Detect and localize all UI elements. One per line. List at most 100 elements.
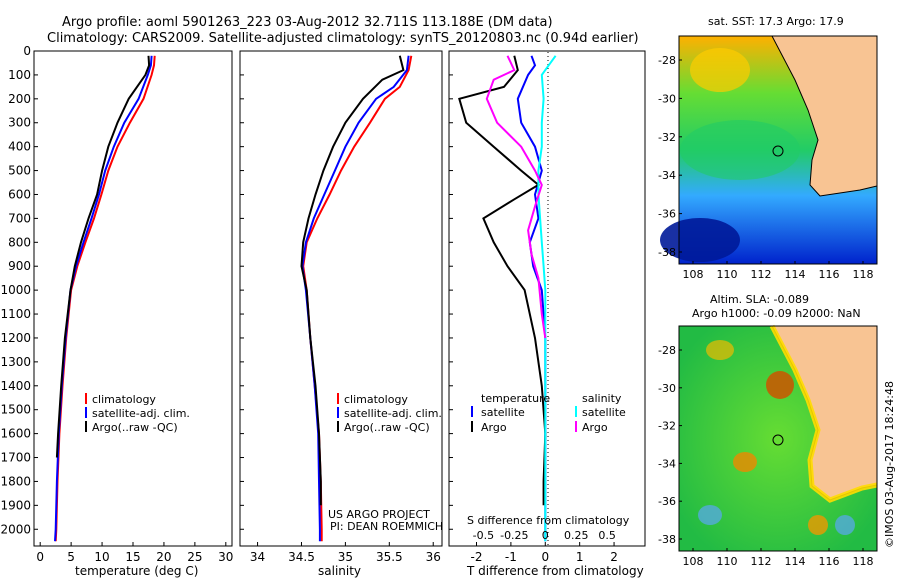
diff-xtick-label: 1: [576, 550, 584, 564]
pi-annotation: PI: DEAN ROEMMICH: [330, 520, 443, 533]
temp-xtick-label: 0: [36, 550, 44, 564]
project-annotation: US ARGO PROJECT: [328, 508, 430, 521]
sal-series-1: [301, 55, 410, 542]
map-ytick-label: -34: [658, 457, 676, 470]
depth-tick-label: 900: [8, 259, 31, 273]
sla-orange-patch-4: [808, 515, 828, 535]
diff-legend-t-argo: Argo: [481, 421, 507, 434]
sst-warm-patch: [690, 48, 750, 92]
map-xtick-label: 116: [819, 268, 840, 281]
map-ytick-label: -30: [658, 382, 676, 395]
sal-legend-climatology: climatology: [344, 393, 408, 406]
diff-series-1: [458, 55, 547, 506]
map-xtick-label: 114: [785, 268, 806, 281]
sal-xtick-label: 36: [426, 550, 441, 564]
t-difference-label: T difference from climatology: [466, 564, 644, 578]
depth-tick-label: 1500: [0, 403, 31, 417]
map-xtick-label: 112: [751, 555, 772, 568]
depth-tick-label: 2000: [0, 522, 31, 536]
depth-tick-label: 300: [8, 116, 31, 130]
depth-tick-label: 1200: [0, 331, 31, 345]
diff-xtick-label: 2: [610, 550, 618, 564]
difference-axes-box: [448, 50, 646, 547]
diff-series-2: [537, 55, 557, 542]
map-ytick-label: -32: [658, 420, 676, 433]
temperature-marks: 0 5 10 15 20 25 300100200300400500600700800900…: [0, 44, 233, 564]
map-ytick-label: -38: [658, 533, 676, 546]
sla-argo-location-marker: [772, 434, 784, 446]
temperature-panel: 0 5 10 15 20 25 300100200300400500600700800900…: [0, 44, 233, 578]
depth-tick-label: 1000: [0, 283, 31, 297]
sla-map-subtitle: Argo h1000: -0.09 h2000: NaN: [692, 307, 861, 320]
map-xtick-label: 110: [717, 268, 738, 281]
sla-map: Altim. SLA: -0.089 Argo h1000: -0.09 h20…: [658, 293, 878, 568]
figure-title-line1: Argo profile: aoml 5901263_223 03-Aug-20…: [62, 15, 553, 30]
depth-tick-label: 800: [8, 235, 31, 249]
sla-coastal-band: [769, 324, 878, 503]
map-ytick-label: -38: [658, 246, 676, 259]
diff-legend-s-satellite: satellite: [582, 406, 626, 419]
sla-blue-patch-1: [698, 505, 722, 525]
salinity-xlabel: salinity: [318, 564, 361, 578]
sst-argo-location-marker: [772, 145, 784, 157]
sla-blue-patch-2: [835, 515, 855, 535]
sal-series-2: [300, 55, 405, 506]
sal-xtick-label: 35.5: [376, 550, 403, 564]
sla-orange-patch-3: [706, 340, 734, 360]
salinity-marks: 34 34.5 35 35.5 36: [240, 50, 441, 564]
temp-legend-satellite: satellite-adj. clim.: [92, 407, 190, 420]
sla-orange-patch-1: [766, 371, 794, 399]
sst-cold-patch: [660, 218, 740, 262]
temp-xtick-label: 15: [125, 550, 140, 564]
depth-tick-label: 500: [8, 164, 31, 178]
temp-legend-argo: Argo(..raw -QC): [92, 421, 178, 434]
sst-map-ticks: 108 110 112 114 116 118 -28 -30 -32 -34 -36 -38: [658, 54, 873, 281]
map-xtick-label: 114: [785, 555, 806, 568]
depth-tick-label: 1800: [0, 474, 31, 488]
depth-tick-label: 100: [8, 68, 31, 82]
temp-xtick-label: 25: [187, 550, 202, 564]
diff-series-3: [485, 55, 547, 339]
map-xtick-label: 110: [717, 555, 738, 568]
depth-tick-label: 400: [8, 140, 31, 154]
temperature-axes-box: [33, 50, 233, 547]
s-difference-tick-label: -0.5: [473, 529, 494, 542]
map-xtick-label: 118: [853, 268, 874, 281]
sal-legend-satellite: satellite-adj. clim.: [344, 407, 442, 420]
salinity-axes-box: [239, 50, 443, 547]
s-difference-tick-label: -0.25: [500, 529, 528, 542]
map-ytick-label: -36: [658, 208, 676, 221]
depth-tick-label: 0: [23, 44, 31, 58]
diff-legend-t-satellite: satellite: [481, 406, 525, 419]
sal-xtick-label: 35: [338, 550, 353, 564]
depth-tick-label: 700: [8, 211, 31, 225]
diff-legend-title-temperature: temperature: [481, 392, 550, 405]
diff-xtick-label: -1: [505, 550, 517, 564]
diff-legend-title-salinity: salinity: [582, 392, 622, 405]
temp-xtick-label: 10: [94, 550, 109, 564]
depth-tick-label: 1100: [0, 307, 31, 321]
map-xtick-label: 108: [683, 268, 704, 281]
s-difference-tick-label: 0.5: [598, 529, 616, 542]
temp-legend-climatology: climatology: [92, 393, 156, 406]
figure-title-line2: Climatology: CARS2009. Satellite-adjuste…: [47, 31, 639, 46]
diff-xtick-label: 0: [541, 550, 549, 564]
map-xtick-label: 112: [751, 268, 772, 281]
temp-xtick-label: 5: [67, 550, 75, 564]
difference-panel: -2 -1 0 1 2 -0.5 -0.25 0 0.25 0.5 S difference fr…: [448, 50, 646, 578]
depth-tick-label: 1600: [0, 427, 31, 441]
map-ytick-label: -36: [658, 495, 676, 508]
sla-orange-patch-2: [733, 452, 757, 472]
diff-xtick-label: -2: [471, 550, 483, 564]
map-ytick-label: -28: [658, 54, 676, 67]
sla-map-title: Altim. SLA: -0.089: [710, 293, 809, 306]
sla-map-ticks: 108 110 112 114 116 118 -28 -30 -32 -34 -36 -38: [658, 344, 873, 568]
map-ytick-label: -30: [658, 92, 676, 105]
depth-tick-label: 200: [8, 92, 31, 106]
sal-legend-argo: Argo(..raw -QC): [344, 421, 430, 434]
depth-tick-label: 600: [8, 187, 31, 201]
map-ytick-label: -34: [658, 169, 676, 182]
s-difference-tick-label: 0.25: [564, 529, 589, 542]
salinity-panel: 34 34.5 35 35.5 36 salinity climatology sate…: [239, 50, 443, 578]
